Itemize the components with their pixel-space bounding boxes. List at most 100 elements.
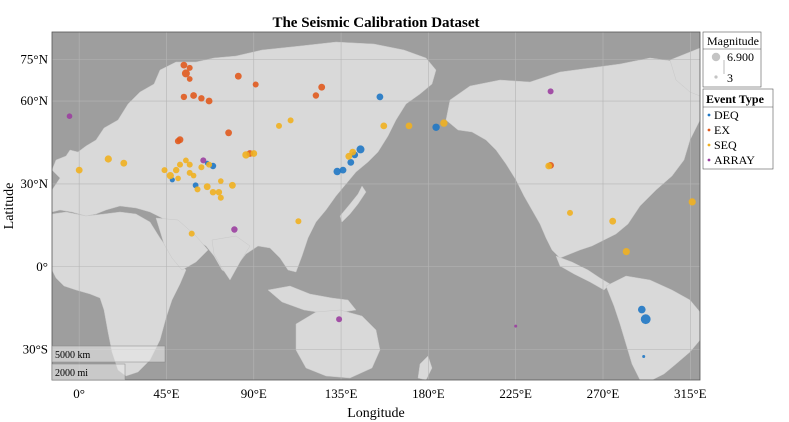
y-tick-label: 75°N bbox=[20, 52, 48, 67]
event-point-seq-9[interactable] bbox=[206, 161, 213, 168]
event-point-seq-28[interactable] bbox=[188, 230, 195, 237]
event-point-seq-19[interactable] bbox=[250, 150, 258, 157]
event-point-deq-5[interactable] bbox=[339, 166, 347, 174]
event-point-array-0[interactable] bbox=[66, 113, 73, 119]
event-point-array-5[interactable] bbox=[200, 157, 207, 164]
y-tick-label: 0° bbox=[36, 259, 48, 274]
legend-label-seq: SEQ bbox=[714, 138, 737, 152]
event-point-deq-11[interactable] bbox=[640, 314, 651, 325]
event-point-seq-12[interactable] bbox=[194, 186, 201, 193]
event-point-seq-36[interactable] bbox=[183, 157, 189, 164]
event-type-legend-box bbox=[702, 88, 774, 170]
event-point-deq-4[interactable] bbox=[347, 159, 355, 166]
event-point-ex-6[interactable] bbox=[205, 97, 213, 105]
event-point-seq-25[interactable] bbox=[440, 119, 448, 127]
graticule bbox=[52, 32, 700, 380]
event-points bbox=[66, 61, 696, 358]
event-point-seq-23[interactable] bbox=[380, 122, 388, 130]
event-point-ex-2[interactable] bbox=[225, 129, 233, 137]
event-point-seq-33[interactable] bbox=[622, 248, 630, 256]
event-point-array-1[interactable] bbox=[231, 226, 238, 233]
landmass-antarctica bbox=[52, 379, 700, 380]
event-point-seq-7[interactable] bbox=[186, 161, 193, 168]
event-type-legend-title: Event Type bbox=[706, 92, 765, 106]
landmass-japan bbox=[339, 185, 367, 223]
event-point-seq-31[interactable] bbox=[567, 209, 573, 216]
event-point-seq-22[interactable] bbox=[276, 122, 282, 129]
legend-label-array: ARRAY bbox=[714, 153, 755, 167]
event-point-deq-6[interactable] bbox=[333, 167, 341, 176]
event-point-seq-35[interactable] bbox=[175, 175, 181, 182]
landmass-south-america bbox=[605, 275, 700, 380]
event-point-seq-1[interactable] bbox=[104, 155, 112, 163]
event-point-seq-20[interactable] bbox=[218, 178, 224, 184]
event-point-deq-1[interactable] bbox=[432, 123, 440, 131]
x-tick-label: 180°E bbox=[412, 386, 445, 401]
legend-marker-seq bbox=[707, 143, 711, 147]
y-tick-label: 60°N bbox=[20, 93, 48, 108]
event-point-deq-10[interactable] bbox=[638, 305, 646, 314]
event-point-array-3[interactable] bbox=[547, 88, 554, 95]
magnitude-legend-min-marker bbox=[714, 75, 718, 79]
x-tick-label: 0° bbox=[73, 386, 85, 401]
event-point-seq-32[interactable] bbox=[609, 217, 617, 225]
event-point-ex-10[interactable] bbox=[312, 92, 320, 99]
event-point-seq-2[interactable] bbox=[120, 159, 128, 167]
event-point-seq-3[interactable] bbox=[161, 167, 168, 174]
event-point-seq-11[interactable] bbox=[190, 172, 197, 179]
landmass-australia bbox=[295, 309, 381, 379]
magnitude-legend-min-label: 3 bbox=[727, 71, 733, 85]
event-point-seq-14[interactable] bbox=[209, 189, 217, 196]
event-point-ex-12[interactable] bbox=[181, 69, 190, 78]
event-point-seq-24[interactable] bbox=[405, 122, 413, 130]
y-tick-labels: 75°N 60°N 30°N 0° 30°S bbox=[20, 52, 48, 357]
event-point-seq-13[interactable] bbox=[203, 183, 211, 191]
event-point-ex-8[interactable] bbox=[252, 81, 259, 88]
event-point-array-4[interactable] bbox=[514, 324, 518, 328]
event-point-ex-5[interactable] bbox=[198, 95, 205, 102]
event-point-ex-4[interactable] bbox=[180, 93, 188, 101]
event-point-seq-5[interactable] bbox=[166, 172, 174, 180]
event-point-deq-0[interactable] bbox=[376, 93, 384, 101]
event-point-ex-7[interactable] bbox=[234, 72, 242, 80]
magnitude-legend[interactable]: Magnitude 6.900 3 bbox=[702, 31, 762, 88]
scale-bar: 5000 km 2000 mi bbox=[51, 345, 166, 381]
event-point-deq-2[interactable] bbox=[356, 145, 365, 154]
event-point-seq-0[interactable] bbox=[75, 166, 83, 174]
event-point-seq-34[interactable] bbox=[688, 198, 696, 206]
x-tick-labels: 0° 45°E 90°E 135°E 180°E 225°E 270°E 315°E bbox=[73, 386, 706, 401]
event-point-ex-13[interactable] bbox=[180, 61, 188, 69]
event-point-ex-15[interactable] bbox=[186, 76, 193, 82]
event-point-ex-1[interactable] bbox=[174, 137, 182, 145]
chart-title: The Seismic Calibration Dataset bbox=[272, 15, 479, 31]
event-point-seq-18[interactable] bbox=[242, 151, 250, 159]
event-point-seq-6[interactable] bbox=[177, 161, 183, 168]
x-tick-label: 135°E bbox=[325, 386, 358, 401]
event-point-seq-15[interactable] bbox=[215, 189, 223, 196]
event-point-seq-4[interactable] bbox=[173, 166, 180, 174]
event-point-seq-16[interactable] bbox=[217, 194, 224, 201]
event-point-ex-11[interactable] bbox=[186, 64, 193, 71]
event-point-seq-8[interactable] bbox=[198, 164, 205, 171]
event-point-seq-21[interactable] bbox=[287, 117, 294, 124]
legend-marker-deq bbox=[707, 113, 711, 117]
landmass-indonesia bbox=[267, 285, 357, 315]
x-tick-label: 225°E bbox=[499, 386, 532, 401]
event-point-seq-17[interactable] bbox=[229, 181, 236, 189]
magnitude-legend-max-label: 6.900 bbox=[727, 50, 754, 64]
scale-bar-km-label: 5000 km bbox=[55, 350, 91, 361]
event-point-seq-27[interactable] bbox=[345, 152, 353, 160]
event-point-array-2[interactable] bbox=[336, 316, 343, 323]
x-tick-label: 315°E bbox=[674, 386, 707, 401]
event-point-deq-12[interactable] bbox=[642, 355, 646, 358]
scale-bar-mi-label: 2000 mi bbox=[55, 368, 88, 379]
plot-frame bbox=[51, 31, 701, 381]
event-point-seq-30[interactable] bbox=[545, 162, 553, 170]
event-point-ex-3[interactable] bbox=[190, 92, 198, 99]
event-point-seq-29[interactable] bbox=[295, 218, 302, 225]
event-point-ex-9[interactable] bbox=[318, 83, 326, 91]
y-tick-label: 30°S bbox=[23, 342, 48, 357]
magnitude-legend-title: Magnitude bbox=[707, 34, 759, 48]
